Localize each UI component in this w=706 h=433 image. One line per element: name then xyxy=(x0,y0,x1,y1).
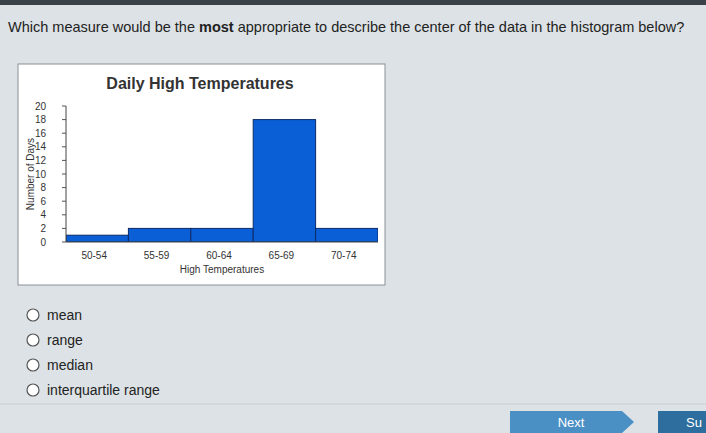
x-tick-label: 50-54 xyxy=(81,250,107,261)
chart-frame xyxy=(18,64,385,285)
y-tick xyxy=(62,119,66,120)
radio-button[interactable] xyxy=(27,384,39,396)
question-part: most xyxy=(199,19,234,35)
x-tick-label: 55-59 xyxy=(144,250,170,261)
x-axis xyxy=(66,242,378,243)
radio-button[interactable] xyxy=(27,334,39,346)
next-button-label[interactable]: Next xyxy=(558,415,585,430)
y-tick-label: 2 xyxy=(40,223,46,234)
y-tick-label: 10 xyxy=(35,169,47,180)
y-tick xyxy=(62,214,66,215)
y-tick xyxy=(62,174,66,175)
y-axis-label: Number of Days xyxy=(25,138,36,210)
bar xyxy=(253,120,315,242)
y-tick-label: 14 xyxy=(35,141,47,152)
question: Which measure would be the most appropri… xyxy=(8,19,684,35)
option-label[interactable]: mean xyxy=(47,307,82,323)
y-tick-label: 0 xyxy=(40,237,46,248)
y-tick-label: 12 xyxy=(35,155,47,166)
bar xyxy=(128,228,190,242)
x-tick-label: 70-74 xyxy=(331,250,357,261)
bars xyxy=(66,120,378,242)
next-button[interactable] xyxy=(510,411,634,433)
radio-button[interactable] xyxy=(27,359,39,371)
x-tick-label: 65-69 xyxy=(269,250,295,261)
question-part: appropriate to describe the center of th… xyxy=(234,19,685,35)
y-tick-label: 8 xyxy=(40,182,46,193)
radio-button[interactable] xyxy=(27,309,39,321)
question-part: Which measure would be the xyxy=(8,19,199,35)
x-axis-label: High Temperatures xyxy=(180,264,264,275)
y-tick xyxy=(62,242,66,243)
x-tick-label: 60-64 xyxy=(206,250,232,261)
bar xyxy=(316,228,378,242)
y-tick xyxy=(62,201,66,202)
divider xyxy=(0,404,706,405)
y-tick xyxy=(62,133,66,134)
bar xyxy=(191,228,253,242)
y-tick-label: 4 xyxy=(40,209,46,220)
option-label[interactable]: range xyxy=(47,332,83,348)
page: Which measure would be the most appropri… xyxy=(0,0,706,433)
chart-title: Daily High Temperatures xyxy=(106,75,293,92)
y-tick-label: 16 xyxy=(35,128,47,139)
y-axis xyxy=(66,106,67,242)
y-tick xyxy=(62,146,66,147)
option-label[interactable]: median xyxy=(47,357,93,373)
y-tick xyxy=(62,106,66,107)
y-tick-label: 6 xyxy=(40,196,46,207)
background xyxy=(0,0,706,433)
y-tick xyxy=(62,228,66,229)
y-tick-label: 20 xyxy=(35,101,47,112)
bar xyxy=(66,235,128,242)
y-tick-label: 18 xyxy=(35,114,47,125)
y-tick xyxy=(62,160,66,161)
option-label[interactable]: interquartile range xyxy=(47,382,160,398)
submit-button[interactable] xyxy=(658,411,706,433)
y-tick xyxy=(62,187,66,188)
top-strip xyxy=(0,0,706,5)
submit-button-label[interactable]: Su xyxy=(686,415,702,430)
